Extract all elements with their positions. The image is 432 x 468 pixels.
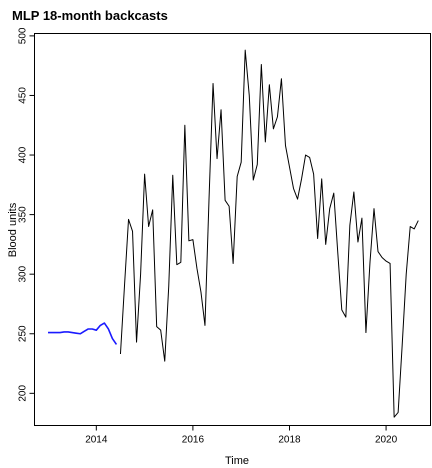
y-axis-label: Blood units bbox=[7, 202, 19, 257]
chart-title: MLP 18-month backcasts bbox=[12, 8, 168, 23]
y-tick-label: 250 bbox=[18, 325, 29, 342]
plot-frame bbox=[34, 33, 431, 426]
y-tick-label: 500 bbox=[18, 27, 29, 44]
y-tick-label: 300 bbox=[18, 265, 29, 282]
y-tick-label: 350 bbox=[18, 206, 29, 223]
x-tick-label: 2016 bbox=[182, 435, 205, 446]
y-axis: 200 250 300 350 400 450 500 bbox=[18, 27, 35, 402]
backcast-line bbox=[48, 322, 118, 345]
x-tick-label: 2014 bbox=[85, 435, 108, 446]
y-tick-label: 400 bbox=[18, 146, 29, 163]
series-layer bbox=[48, 49, 419, 418]
x-tick-label: 2018 bbox=[278, 435, 301, 446]
x-tick-label: 2020 bbox=[375, 435, 398, 446]
y-tick-label: 200 bbox=[18, 385, 29, 402]
x-axis-label: Time bbox=[225, 455, 249, 467]
y-tick-label: 450 bbox=[18, 87, 29, 104]
x-axis: 2014 2016 2018 2020 bbox=[85, 425, 398, 446]
observed-line bbox=[119, 49, 419, 418]
